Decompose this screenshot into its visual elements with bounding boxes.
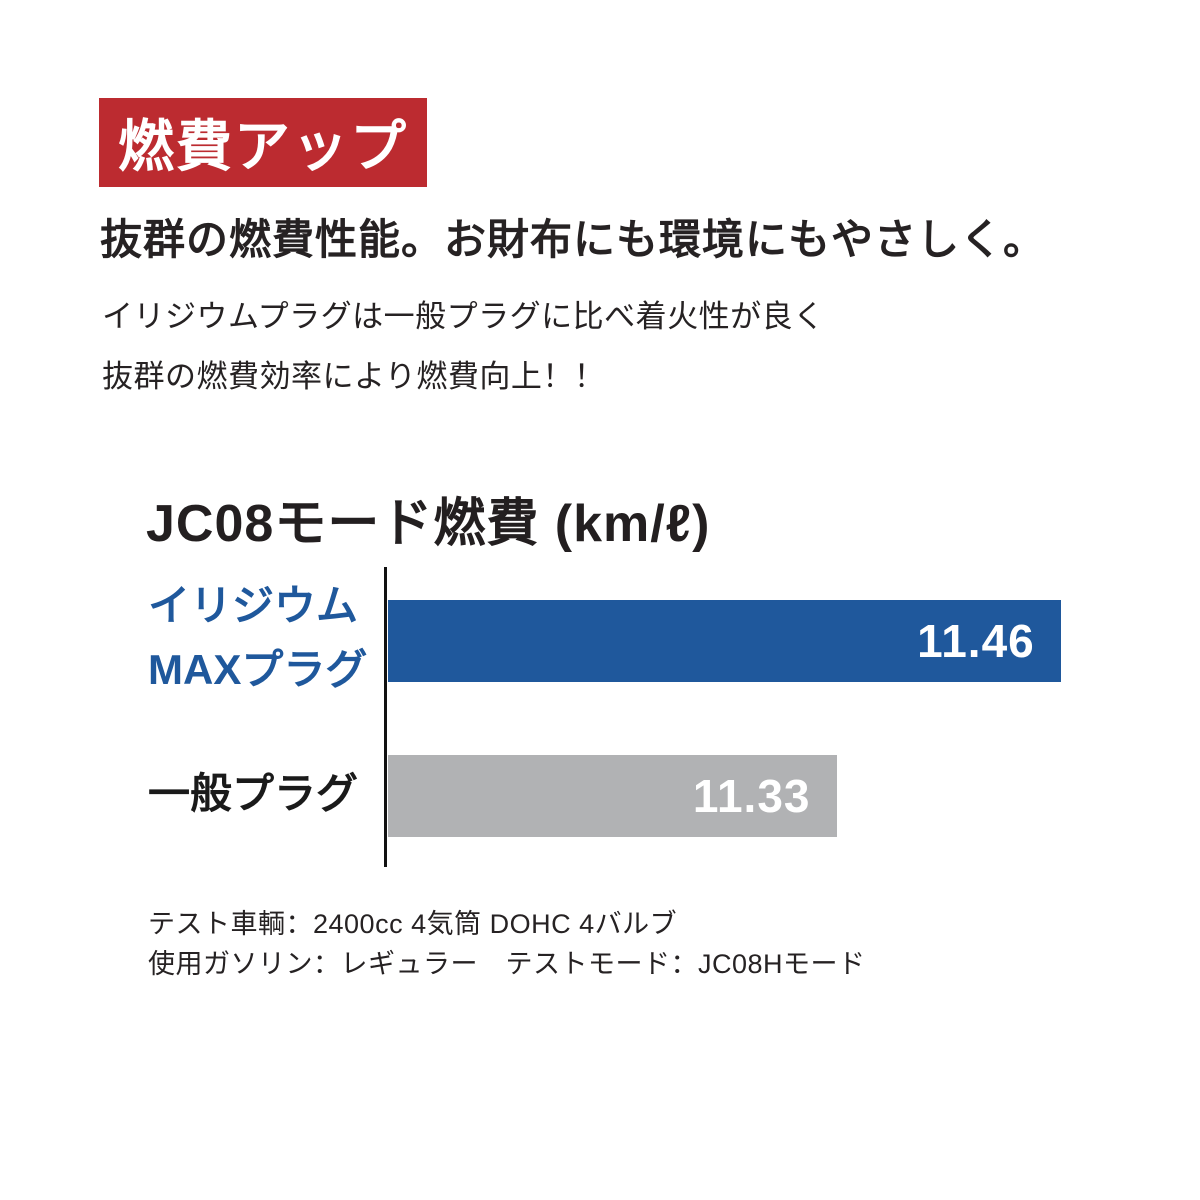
bar-iridium-max: 11.46 — [388, 600, 1061, 682]
bar-track-iridium-max: 11.46 — [388, 600, 1078, 682]
bar-value-iridium-max: 11.46 — [917, 615, 1035, 667]
fuel-up-badge: 燃費アップ — [99, 98, 427, 187]
bar-label-iridium-max-line-2: MAXプラグ — [148, 646, 368, 693]
fuel-up-badge-label: 燃費アップ — [118, 115, 408, 178]
bar-label-standard-plug: 一般プラグ — [148, 768, 358, 820]
chart-axis-line — [384, 567, 387, 867]
chart-title: JC08モード燃費 (km/ℓ) — [146, 495, 711, 553]
footnote-test-conditions: 使用ガソリン：レギュラー テストモード：JC08Hモード — [148, 949, 866, 979]
description-line-1: イリジウムプラグは一般プラグに比べ着火性が良く — [102, 299, 825, 334]
bar-track-standard-plug: 11.33 — [388, 755, 1078, 837]
bar-value-standard-plug: 11.33 — [692, 770, 811, 822]
bar-label-iridium-max: イリジウム MAXプラグ — [148, 574, 367, 702]
description-line-2: 抜群の燃費効率により燃費向上！！ — [102, 359, 606, 394]
bar-label-standard-plug-line-1: 一般プラグ — [148, 770, 359, 817]
footnote-test-vehicle: テスト車輌：2400cc 4気筒 DOHC 4バルブ — [148, 909, 678, 939]
headline: 抜群の燃費性能。お財布にも環境にもやさしく。 — [100, 216, 1047, 263]
bar-standard-plug: 11.33 — [388, 755, 837, 837]
bar-label-iridium-max-line-1: イリジウム — [148, 582, 359, 629]
